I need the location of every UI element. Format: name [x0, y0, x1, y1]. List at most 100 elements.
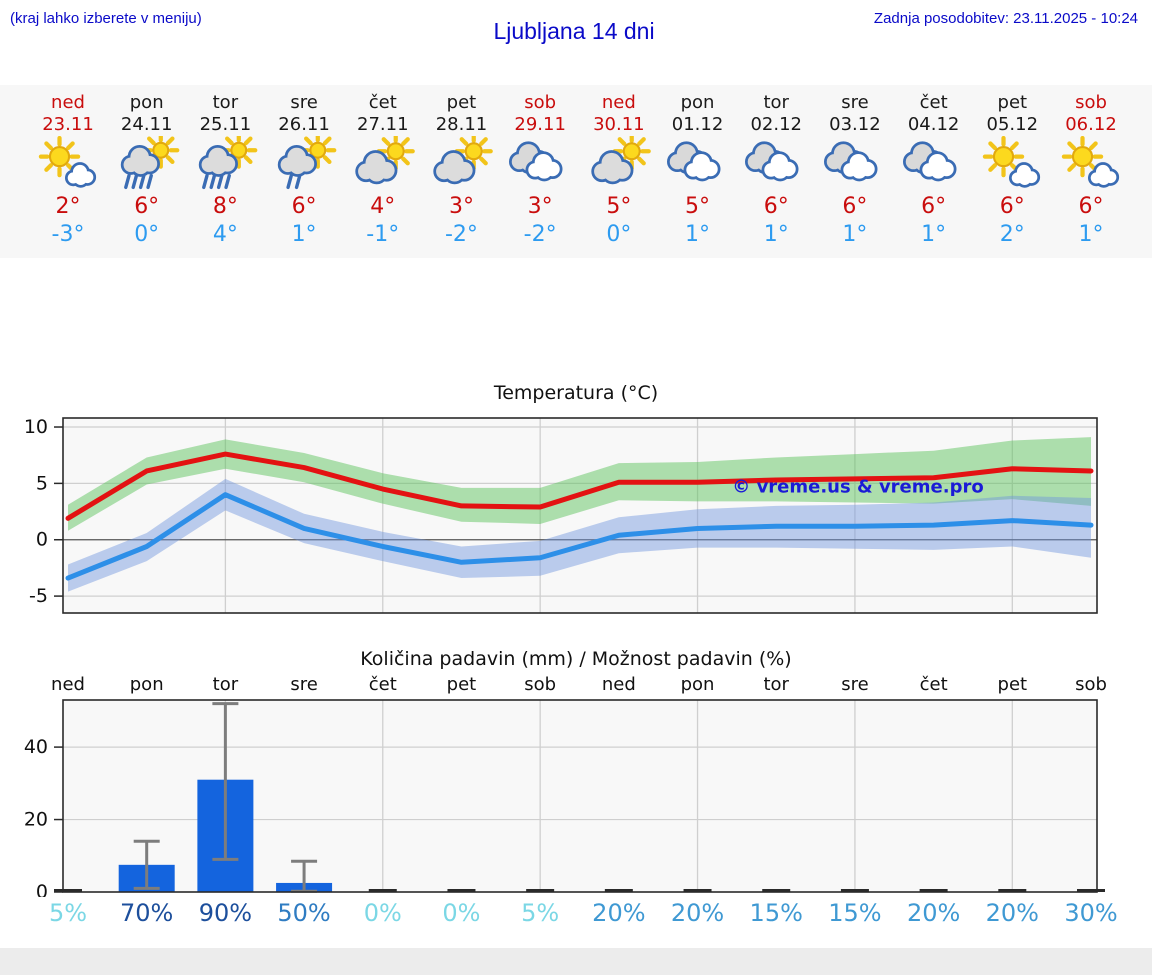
forecast-day: ned 30.11 5° 0° — [578, 92, 660, 250]
temp-min: 1° — [291, 222, 317, 247]
precip-probability: 50% — [277, 899, 331, 927]
weather-icon-wrap — [184, 136, 266, 192]
y-axis-label: 0 — [36, 881, 48, 897]
temp-max: 5° — [685, 194, 711, 219]
partly-cloudy-icon — [355, 136, 415, 185]
temp-min: 1° — [763, 222, 789, 247]
day-name: čet — [919, 92, 948, 113]
precip-probability-row: 5% 70% 90% 50% 0% 0% 5% 20% 20% 15% 15% 20% 20% 30% — [0, 897, 1152, 935]
last-update: Zadnja posodobitev: 23.11.2025 - 10:24 — [873, 10, 1139, 27]
temp-min: 1° — [921, 222, 947, 247]
precip-probability: 5% — [521, 899, 560, 927]
weather-icon-wrap — [657, 136, 739, 192]
precip-probability: 20% — [906, 899, 961, 927]
y-axis-label: 10 — [24, 416, 48, 438]
weather-icon-wrap — [106, 136, 188, 192]
weather-icon-wrap — [1050, 136, 1132, 192]
precip-day-label: pon — [681, 674, 715, 695]
precip-day-label: pon — [130, 674, 164, 695]
precip-day-label: čet — [920, 674, 948, 695]
day-date: 29.11 — [514, 114, 566, 135]
forecast-day: tor 02.12 6° 1° — [735, 92, 817, 250]
forecast-day: čet 27.11 4° -1° — [342, 92, 424, 250]
spacer — [0, 258, 1152, 380]
temp-min: -1° — [366, 222, 400, 247]
partly-cloudy-icon — [433, 136, 494, 185]
precip-day-label: tor — [763, 674, 789, 695]
forecast-day: pon 01.12 5° 1° — [657, 92, 739, 250]
day-date: 27.11 — [357, 114, 409, 135]
precip-probability: 15% — [749, 899, 803, 927]
precip-day-label: sob — [524, 674, 556, 695]
light-rain-showers-icon — [277, 136, 337, 190]
weather-icon-wrap — [578, 136, 660, 192]
y-axis-label: -5 — [29, 585, 48, 607]
header: (kraj lahko izberete v meniju) Ljubljana… — [0, 0, 1152, 85]
temp-max: 2° — [55, 194, 81, 219]
weather-icon-wrap — [27, 136, 109, 192]
precip-day-label: tor — [213, 674, 239, 695]
day-date: 06.12 — [1065, 114, 1117, 135]
forecast-day: sob 06.12 6° 1° — [1050, 92, 1132, 250]
day-name: sob — [1075, 92, 1107, 113]
precip-day-label: čet — [369, 674, 397, 695]
precip-probability: 0% — [442, 899, 481, 927]
rain-showers-icon — [199, 136, 258, 190]
forecast-day: sre 03.12 6° 1° — [814, 92, 896, 250]
precip-probability: 20% — [592, 899, 646, 927]
day-name: sob — [524, 92, 557, 113]
precipitation-chart: ned pon tor sre čet pet sob ned pon tor sre čet pet s… — [24, 674, 1107, 897]
precip-probability: 70% — [120, 899, 174, 927]
day-date: 05.12 — [986, 114, 1039, 135]
day-date: 28.11 — [435, 114, 488, 135]
precip-day-label: ned — [602, 674, 636, 695]
weather-icon-wrap — [735, 136, 817, 192]
precip-day-label: ned — [51, 674, 85, 695]
temp-max: 8° — [212, 194, 238, 219]
forecast-strip: ned 23.11 2° -3° pon 24.11 6° 0° tor 25.11 8° 4° sre… — [0, 85, 1152, 258]
y-axis-label: 5 — [36, 472, 48, 494]
temp-min: 0° — [134, 222, 160, 247]
precip-probability: 5% — [48, 899, 88, 927]
precip-probability: 20% — [670, 899, 725, 927]
temp-min: 1° — [1078, 222, 1104, 247]
precip-day-label: pet — [447, 674, 477, 695]
temp-min: 1° — [842, 222, 868, 247]
page-title: Ljubljana 14 dni — [493, 18, 655, 44]
day-name: sre — [841, 92, 869, 113]
day-date: 03.12 — [829, 114, 881, 135]
weather-icon-wrap — [814, 136, 896, 192]
day-date: 26.11 — [278, 114, 330, 135]
precip-day-label: sre — [841, 674, 868, 695]
precip-probability: 0% — [363, 899, 402, 927]
temp-min: -2° — [523, 222, 557, 247]
day-date: 25.11 — [199, 114, 252, 135]
day-name: pet — [997, 92, 1028, 113]
mostly-sunny-icon — [983, 136, 1041, 188]
precip-day-label: sre — [290, 674, 317, 695]
day-name: sre — [290, 92, 318, 113]
weather-icon-wrap — [893, 136, 975, 192]
day-name: tor — [763, 92, 789, 113]
y-axis-label: 0 — [36, 529, 48, 551]
temperature-chart: 10 5 0 -5 © vreme.us & vreme.pro — [24, 416, 1098, 614]
forecast-day: sre 26.11 6° 1° — [263, 92, 345, 250]
watermark-link[interactable]: © vreme.us & vreme.pro — [732, 476, 983, 497]
weather-icon-wrap — [499, 136, 581, 192]
min-temp-range — [68, 478, 1091, 592]
day-name: čet — [368, 92, 397, 113]
y-axis-label: 20 — [24, 809, 48, 831]
day-name: pet — [446, 92, 477, 113]
temp-min: -3° — [51, 222, 85, 247]
day-date: 24.11 — [120, 114, 173, 135]
footer-bar — [0, 948, 1152, 975]
day-name: pon — [129, 92, 164, 113]
temp-max: 6° — [999, 194, 1025, 219]
temp-min: 1° — [685, 222, 711, 247]
temp-max: 6° — [763, 194, 789, 219]
day-date: 30.11 — [593, 114, 645, 135]
day-name: ned — [601, 92, 636, 113]
weather-icon-wrap — [420, 136, 502, 192]
day-date: 02.12 — [750, 114, 802, 135]
forecast-day: pet 28.11 3° -2° — [420, 92, 502, 250]
